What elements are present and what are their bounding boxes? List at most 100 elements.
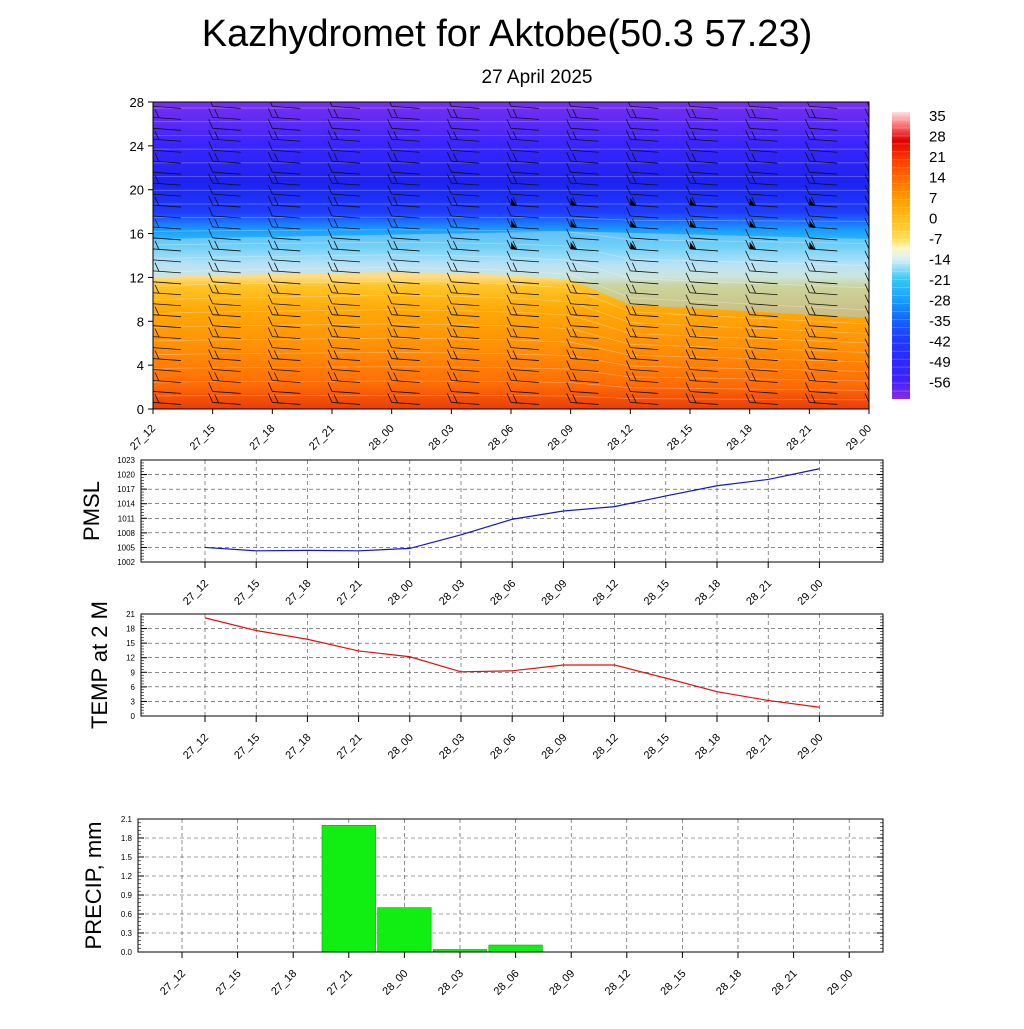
wind-barb-feather <box>625 206 631 217</box>
x-tick-label: 28_21 <box>770 968 800 998</box>
wind-barb <box>391 248 420 252</box>
wind-barb-pennant <box>690 241 696 250</box>
wind-barb-feather <box>804 305 810 315</box>
wind-barb-feather <box>506 130 512 140</box>
wind-barb-feather <box>389 102 393 107</box>
wind-barb-feather <box>625 294 631 304</box>
wind-barb <box>153 149 182 153</box>
wind-barb <box>749 127 778 131</box>
wind-barb <box>331 138 361 142</box>
wind-barb <box>391 314 420 318</box>
wind-barb <box>272 171 301 175</box>
wind-barb <box>153 204 182 208</box>
wind-barb-feather <box>208 119 214 129</box>
wind-barb-feather <box>214 218 220 228</box>
wind-barb-feather <box>751 372 757 382</box>
wind-barb-feather <box>446 327 452 337</box>
wind-barb-feather <box>625 371 631 381</box>
wind-barb <box>510 193 540 197</box>
wind-barb-pennant <box>630 241 637 250</box>
wind-barb-feather <box>566 173 572 184</box>
cross-section-panel: 0 4 8 12 16 20 24 28 27_12 27_15 27_18 27_21 28_00 28… <box>128 95 875 453</box>
colorbar-label: 35 <box>929 108 946 125</box>
wind-barb <box>331 314 361 318</box>
wind-barb-feather <box>267 360 273 370</box>
wind-barb-feather <box>327 360 333 370</box>
wind-barb-feather <box>566 393 572 403</box>
wind-barb <box>272 380 301 383</box>
wind-barb <box>212 369 241 372</box>
wind-barb-feather <box>751 350 757 360</box>
wind-barb-feather <box>804 261 810 272</box>
wind-barb <box>809 281 838 285</box>
x-tick-label: 27_18 <box>269 968 299 998</box>
wind-barb <box>331 204 361 208</box>
wind-barb <box>689 292 719 296</box>
wind-barb-feather <box>512 394 518 404</box>
wind-barb <box>212 358 241 361</box>
wind-barb <box>391 259 420 263</box>
precip-bar <box>321 825 376 953</box>
wind-barb <box>749 193 778 197</box>
wind-barb <box>391 237 420 241</box>
wind-barb <box>510 358 540 361</box>
wind-barb-feather <box>506 239 512 250</box>
wind-barb-feather <box>566 294 572 304</box>
wind-barb <box>749 105 778 109</box>
panel-frame <box>137 818 884 953</box>
wind-barb-feather <box>804 316 810 326</box>
wind-barb <box>212 336 241 340</box>
wind-barb <box>809 237 838 241</box>
wind-barb <box>451 259 480 263</box>
wind-barb <box>212 127 241 131</box>
wind-barb-feather <box>691 284 697 294</box>
wind-barb <box>272 303 301 307</box>
wind-barb <box>331 248 361 252</box>
wind-barb <box>689 138 719 142</box>
wind-barb-feather <box>566 305 572 315</box>
wind-barb-feather <box>387 305 393 315</box>
wind-barb <box>153 358 182 361</box>
wind-barb-feather <box>393 131 399 140</box>
colorbar-label: -14 <box>929 252 951 269</box>
wind-barb <box>630 116 659 120</box>
wind-barb <box>510 336 540 340</box>
wind-barb-pennant <box>869 220 875 228</box>
wind-barb-feather <box>333 372 339 382</box>
wind-barb-feather <box>810 240 816 250</box>
wind-barb <box>153 347 182 350</box>
wind-barb-feather <box>208 184 214 195</box>
x-tick-label: 29_00 <box>844 423 874 453</box>
wind-barb <box>570 171 599 175</box>
wind-barb-feather <box>393 350 399 360</box>
colorbar-label: 14 <box>929 170 946 187</box>
wind-barb-feather <box>387 217 393 228</box>
wind-barb <box>272 314 301 318</box>
wind-barb-feather <box>625 108 631 118</box>
wind-barb-feather <box>452 109 458 119</box>
wind-barb <box>809 270 838 274</box>
wind-barb <box>212 292 241 296</box>
wind-barb-feather <box>685 294 691 304</box>
pmsl-panel: 1002 1005 1008 1011 1014 1017 1020 1023 27_12 27_… <box>79 456 884 608</box>
wind-barb-feather <box>267 349 273 359</box>
isotherm <box>153 280 869 325</box>
wind-barb-feather <box>273 306 279 316</box>
wind-barb-feather <box>625 349 631 359</box>
wind-barb-feather <box>804 130 810 140</box>
wind-barb-feather <box>572 306 578 316</box>
wind-barb-feather <box>327 294 333 304</box>
wind-barb <box>809 380 838 383</box>
wind-barb-feather <box>446 119 452 129</box>
wind-barb-pennant <box>511 241 517 250</box>
colorbar-label: -42 <box>929 334 951 351</box>
wind-barb-pennant <box>511 219 517 228</box>
wind-barb-feather <box>273 350 279 360</box>
wind-barb-feather <box>512 284 518 294</box>
wind-barb-feather <box>810 284 816 294</box>
wind-barb <box>272 226 301 230</box>
wind-barb <box>570 314 599 318</box>
wind-barb-feather <box>685 316 691 326</box>
wind-barb-feather <box>333 153 339 162</box>
wind-barb-feather <box>566 195 572 206</box>
